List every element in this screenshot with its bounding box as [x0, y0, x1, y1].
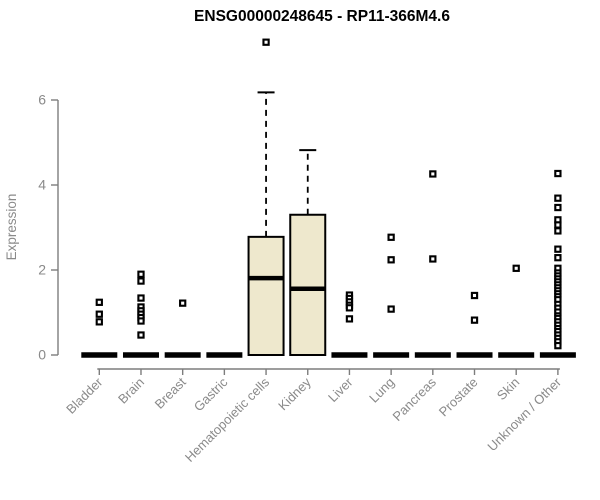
x-tick-label: Breast — [152, 374, 189, 411]
outlier-point — [137, 277, 145, 285]
outlier-point — [95, 318, 103, 326]
outlier-point — [345, 315, 354, 323]
outlier-point — [554, 203, 562, 212]
outlier-point — [262, 38, 270, 46]
outlier-point — [470, 291, 479, 300]
outlier-point — [512, 264, 520, 272]
y-tick-label: 6 — [38, 92, 46, 108]
outlier-point — [137, 317, 145, 325]
zero-bar — [206, 352, 243, 358]
outlier-point — [429, 255, 437, 263]
outlier-point — [179, 299, 187, 307]
box — [289, 213, 327, 356]
x-tick-label: Kidney — [275, 374, 314, 413]
x-tick-label: Skin — [494, 375, 522, 403]
zero-bar — [81, 352, 118, 358]
x-tick-label: Pancreas — [389, 374, 439, 424]
zero-bar — [498, 352, 535, 358]
outlier-point — [554, 254, 562, 262]
x-tick-label: Prostate — [436, 375, 481, 420]
box — [247, 235, 285, 357]
outlier-point — [387, 305, 395, 313]
x-tick-label: Gastric — [191, 374, 231, 414]
outlier-point — [554, 341, 562, 350]
y-tick-label: 0 — [38, 347, 46, 363]
x-tick-label: Brain — [115, 375, 147, 407]
zero-bar — [456, 352, 493, 358]
outlier-point — [137, 294, 145, 302]
chart-title: ENSG00000248645 - RP11-366M4.6 — [194, 8, 450, 25]
outlier-point — [95, 310, 103, 318]
zero-bar — [331, 352, 368, 358]
outlier-point — [554, 227, 562, 235]
zero-bar — [414, 352, 451, 358]
outlier-point — [387, 256, 395, 264]
outlier-point — [554, 245, 562, 253]
outlier-point — [137, 270, 145, 278]
zero-bar — [122, 352, 159, 358]
y-tick-label: 2 — [38, 262, 46, 278]
outlier-point — [554, 221, 562, 229]
outlier-point — [429, 170, 437, 178]
outlier-point — [387, 233, 395, 241]
x-tick-label: Bladder — [63, 374, 106, 417]
outlier-point — [137, 331, 145, 339]
outlier-point — [345, 304, 354, 312]
x-tick-label: Liver — [325, 374, 356, 405]
outlier-point — [95, 298, 103, 306]
zero-bar — [539, 352, 576, 358]
y-tick-label: 4 — [38, 177, 46, 193]
y-axis-title: Expression — [4, 194, 19, 261]
zero-bar — [164, 352, 201, 358]
outlier-point — [554, 194, 562, 202]
zero-bar — [373, 352, 410, 358]
outlier-point — [470, 316, 479, 324]
x-tick-label: Unknown / Other — [484, 374, 564, 454]
outlier-point — [554, 169, 562, 178]
x-tick-label: Lung — [366, 375, 397, 406]
